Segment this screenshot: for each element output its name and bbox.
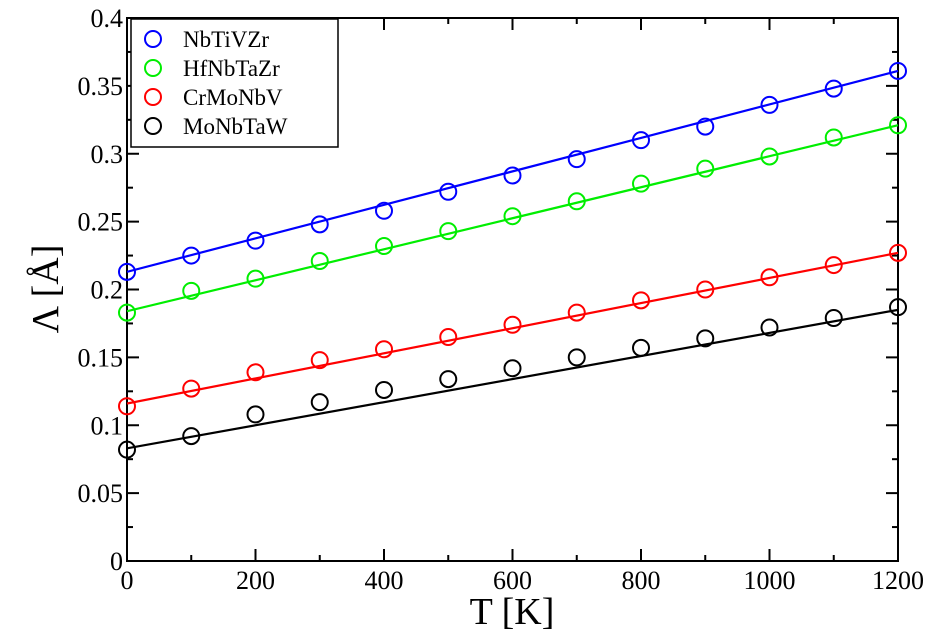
data-point-monbtaw xyxy=(118,440,136,459)
x-tick-label: 0 xyxy=(121,566,134,595)
data-point-monbtaw xyxy=(246,405,265,424)
data-point-hfnbtazr xyxy=(889,116,907,135)
data-point-crmonbv xyxy=(632,291,650,310)
x-tick-label: 200 xyxy=(236,566,275,595)
data-point-hfnbtazr xyxy=(760,147,779,166)
y-tick-label: 0 xyxy=(110,547,123,576)
legend-label-crmonbv: CrMoNbV xyxy=(183,85,283,110)
data-point-crmonbv xyxy=(182,379,201,398)
data-point-crmonbv xyxy=(889,243,907,262)
data-point-monbtaw xyxy=(632,338,650,357)
x-tick-label: 400 xyxy=(365,566,404,595)
y-tick-label: 0.3 xyxy=(91,140,124,169)
x-tick-label: 800 xyxy=(622,566,661,595)
fit-line-crmonbv xyxy=(126,251,899,405)
fit-line-monbtaw xyxy=(126,308,899,450)
data-point-nbtivzr xyxy=(375,201,393,220)
data-markers xyxy=(118,61,907,459)
data-point-nbtivzr xyxy=(246,231,265,250)
data-point-monbtaw xyxy=(760,318,779,337)
data-point-monbtaw xyxy=(439,370,458,389)
y-tick-label: 0.35 xyxy=(78,72,124,101)
data-point-nbtivzr xyxy=(567,150,586,169)
y-tick-label: 0.2 xyxy=(91,276,124,305)
x-tick-label: 1000 xyxy=(744,566,796,595)
data-point-crmonbv xyxy=(310,351,329,370)
legend-items: NbTiVZr HfNbTaZr CrMoNbV MoNbTaW xyxy=(144,27,288,139)
data-point-nbtivzr xyxy=(632,131,650,150)
legend-marker-hfnbtazr xyxy=(144,59,162,77)
data-point-hfnbtazr xyxy=(246,269,265,288)
data-point-crmonbv xyxy=(824,256,843,275)
data-point-nbtivzr xyxy=(824,79,843,98)
y-tick-label: 0.25 xyxy=(78,208,124,237)
y-tick-label: 0.1 xyxy=(91,411,124,440)
fit-line-nbtivzr xyxy=(126,69,899,273)
data-point-hfnbtazr xyxy=(118,303,136,322)
data-point-hfnbtazr xyxy=(696,159,715,178)
data-point-hfnbtazr xyxy=(439,222,458,241)
data-point-nbtivzr xyxy=(760,95,779,114)
legend-marker-crmonbv xyxy=(144,88,162,106)
data-point-nbtivzr xyxy=(182,246,201,265)
data-point-crmonbv xyxy=(439,328,458,347)
data-point-hfnbtazr xyxy=(503,207,522,226)
x-tick-label: 600 xyxy=(493,566,532,595)
axis-ticks: 0 200 400 600 800 1000 1200 0 0.05 0.1 0.15 0.2 0.25… xyxy=(78,4,925,595)
fit-line-hfnbtazr xyxy=(126,124,899,313)
data-point-crmonbv xyxy=(118,397,136,416)
y-axis-title: Λ [Å] xyxy=(25,245,67,334)
data-point-nbtivzr xyxy=(310,215,329,234)
data-point-hfnbtazr xyxy=(310,251,329,270)
x-axis-title: T [K] xyxy=(470,591,555,633)
data-point-monbtaw xyxy=(310,393,329,412)
legend-label-hfnbtazr: HfNbTaZr xyxy=(183,56,280,81)
data-point-monbtaw xyxy=(824,309,843,328)
data-point-monbtaw xyxy=(696,329,715,348)
data-point-crmonbv xyxy=(375,340,393,359)
data-point-monbtaw xyxy=(889,298,907,317)
legend-label-monbtaw: MoNbTaW xyxy=(183,114,288,139)
data-point-monbtaw xyxy=(375,380,393,399)
data-point-monbtaw xyxy=(182,427,201,446)
legend-marker-nbtivzr xyxy=(144,30,162,48)
data-point-crmonbv xyxy=(503,315,522,334)
legend-box xyxy=(130,18,339,148)
data-point-nbtivzr xyxy=(696,117,715,136)
legend-label-nbtivzr: NbTiVZr xyxy=(183,27,269,52)
fit-lines xyxy=(126,69,899,450)
data-point-hfnbtazr xyxy=(375,237,393,256)
y-tick-label: 0.05 xyxy=(78,479,124,508)
data-point-nbtivzr xyxy=(118,262,136,281)
data-point-nbtivzr xyxy=(439,182,458,201)
legend: NbTiVZr HfNbTaZr CrMoNbV MoNbTaW xyxy=(130,18,339,148)
data-point-hfnbtazr xyxy=(567,192,586,211)
data-point-monbtaw xyxy=(567,348,586,367)
data-point-crmonbv xyxy=(567,303,586,322)
data-point-nbtivzr xyxy=(889,61,907,80)
data-point-crmonbv xyxy=(246,363,265,382)
data-point-nbtivzr xyxy=(503,166,522,185)
data-point-hfnbtazr xyxy=(632,174,650,193)
data-point-crmonbv xyxy=(696,280,715,299)
legend-marker-monbtaw xyxy=(144,117,162,135)
y-tick-label: 0.4 xyxy=(91,4,124,33)
x-tick-label: 1200 xyxy=(872,566,924,595)
y-tick-label: 0.15 xyxy=(78,343,124,372)
data-point-crmonbv xyxy=(760,268,779,287)
data-point-hfnbtazr xyxy=(824,128,843,147)
data-point-hfnbtazr xyxy=(182,281,201,300)
data-point-monbtaw xyxy=(503,359,522,378)
